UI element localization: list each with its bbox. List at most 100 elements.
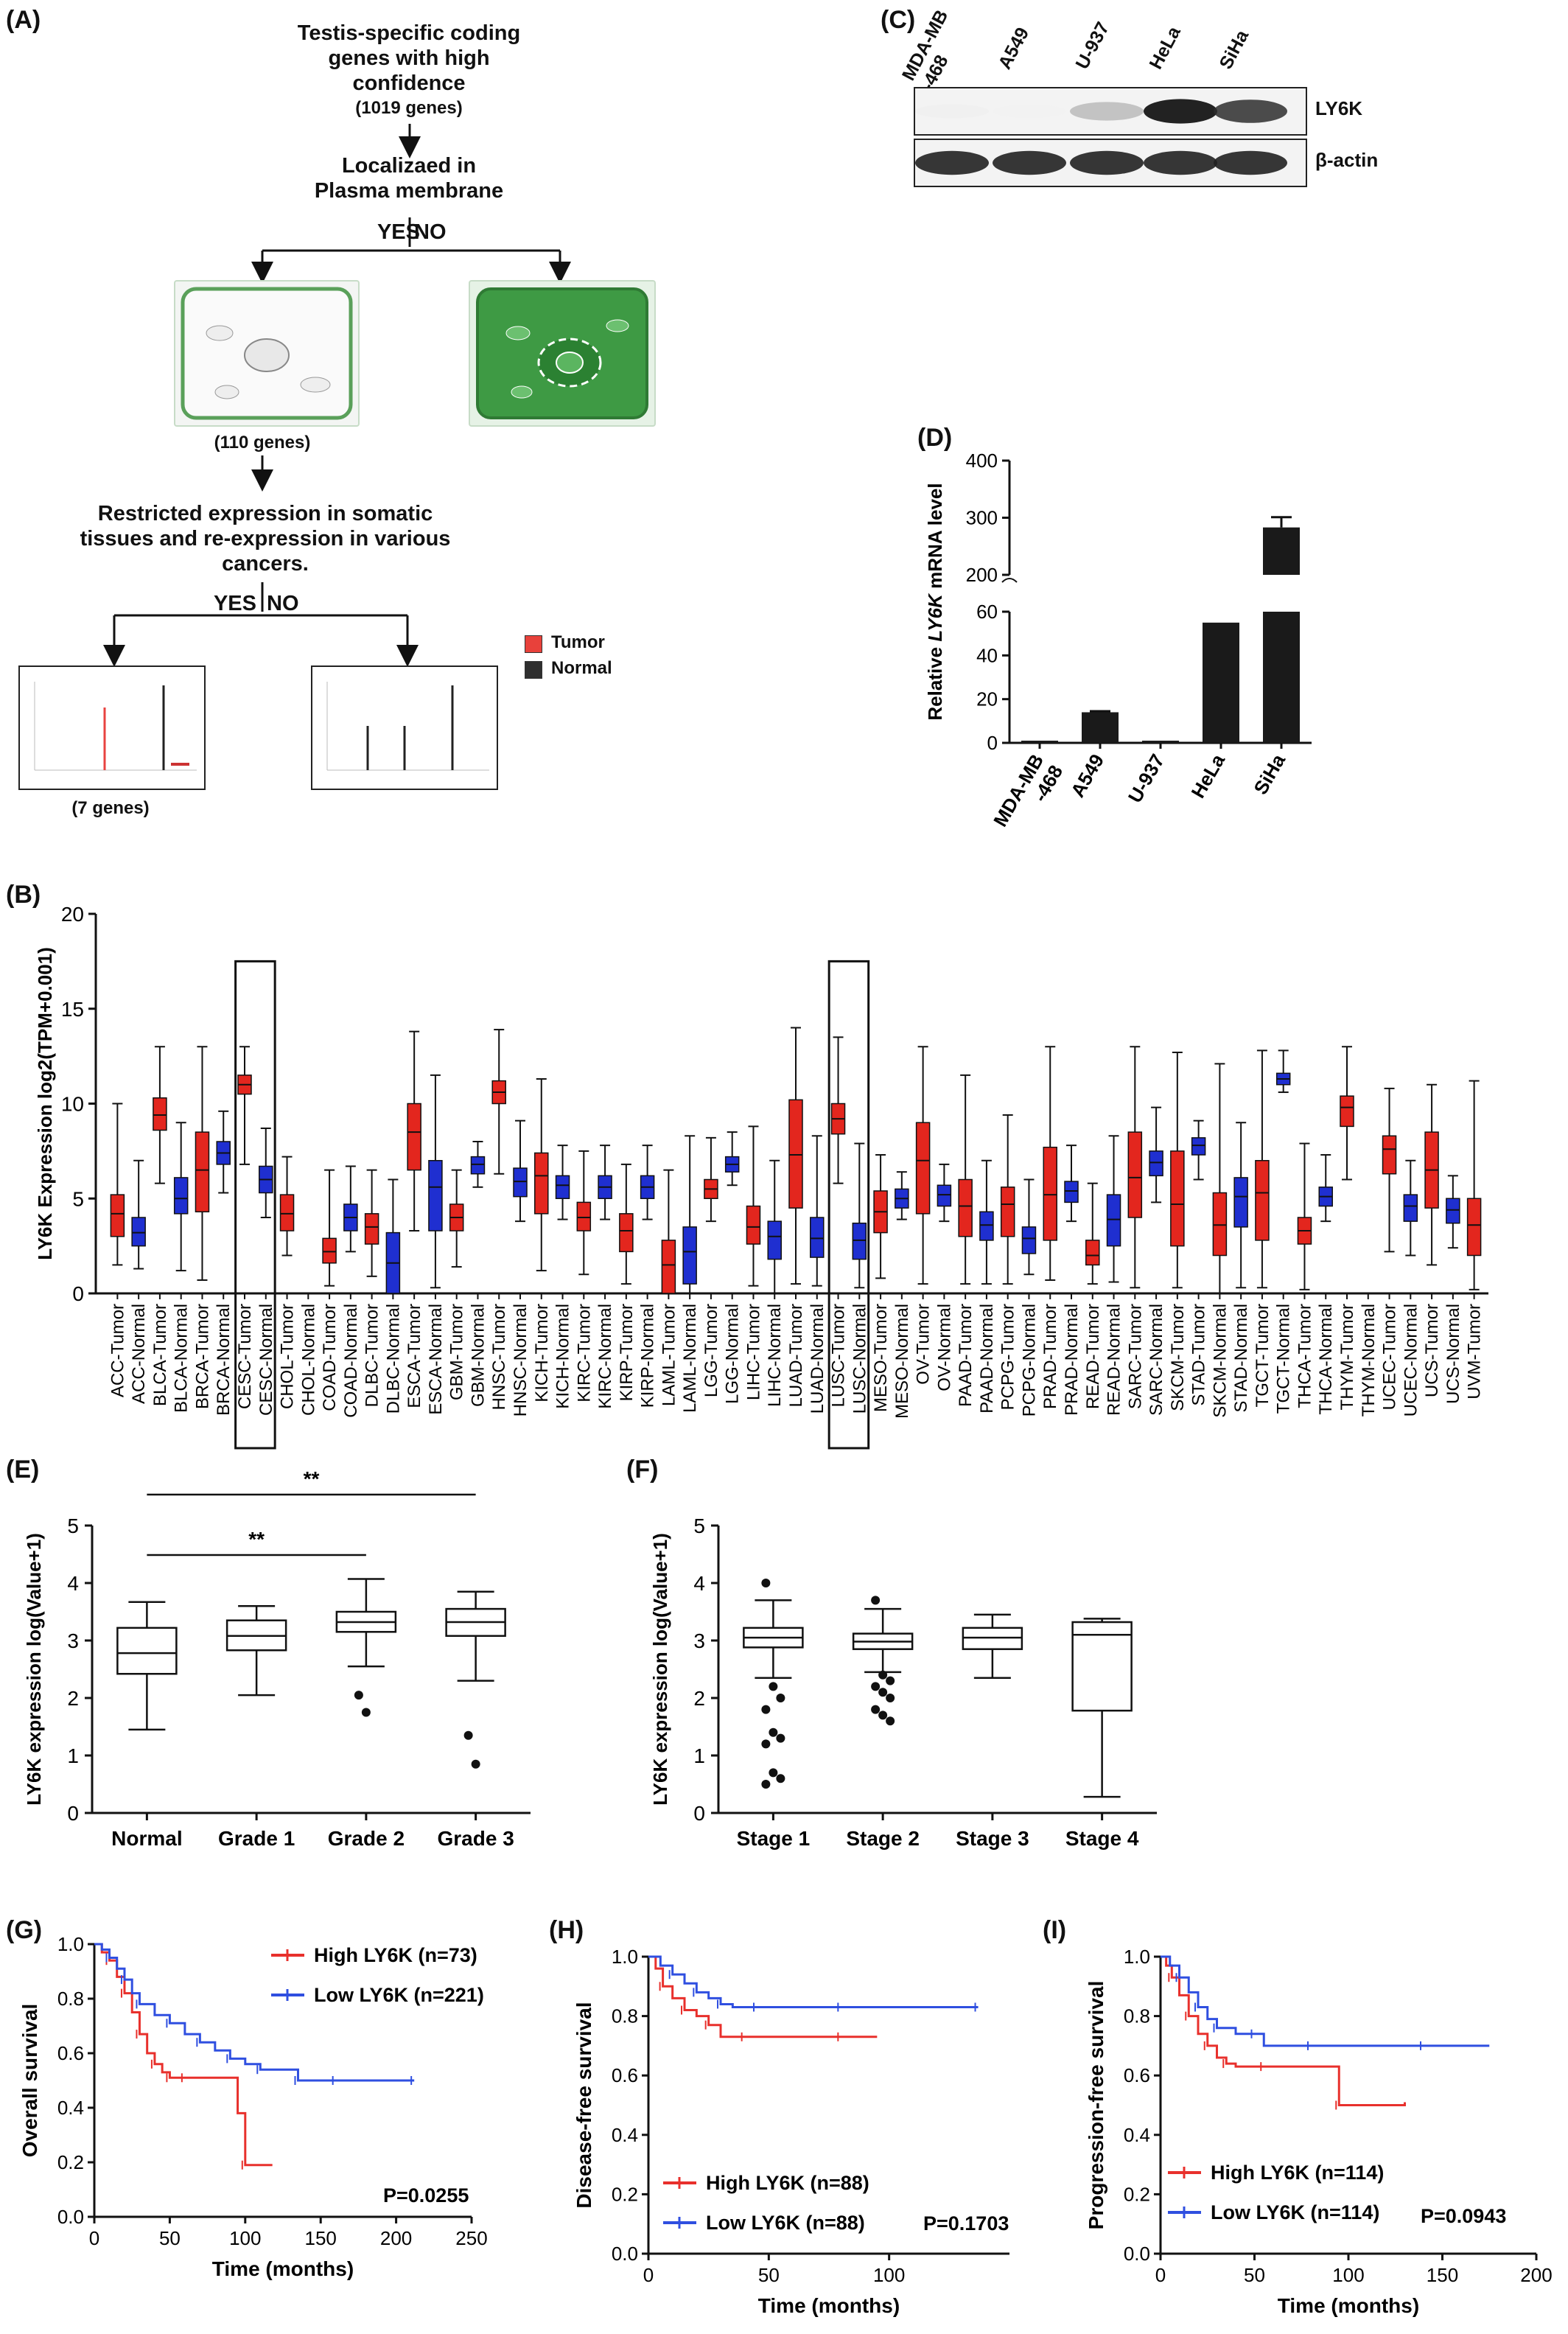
x-tick-label: Grade 2: [328, 1827, 405, 1850]
y-tick-label: 0.2: [57, 2151, 84, 2173]
x-tick-label: BRCA-Tumor: [192, 1304, 212, 1409]
legend-label: Low LY6K (n=114): [1211, 2201, 1379, 2223]
mini-chart-yes-svg: [34, 682, 197, 771]
cell-intracellular-diagram: [469, 280, 656, 427]
y-tick-label: 0.6: [57, 2042, 84, 2064]
y-tick-label: 40: [976, 644, 998, 666]
box: [1191, 1137, 1206, 1156]
x-tick-label: DLBC-Tumor: [363, 1304, 382, 1407]
survival-curve: [648, 1955, 979, 2009]
outlier-point: [776, 1733, 785, 1743]
flow-yes-1: YES: [377, 220, 420, 244]
mini-chart-yes: [18, 665, 206, 790]
x-tick-label: CESC-Normal: [256, 1304, 276, 1416]
x-tick-label: PCPG-Tumor: [998, 1304, 1018, 1410]
box: [116, 1627, 178, 1675]
box: [1071, 1621, 1133, 1712]
x-tick-label: SiHa: [1249, 750, 1289, 799]
outlier-point: [871, 1705, 881, 1714]
outlier-point: [769, 1682, 778, 1691]
y-tick-label: 0.4: [57, 2097, 84, 2119]
x-tick-label: MESO-Tumor: [871, 1304, 891, 1412]
panel-label-c: (C): [881, 6, 916, 34]
legend-label: Low LY6K (n=221): [314, 1984, 484, 2006]
outlier-point: [776, 1774, 785, 1783]
x-tick-label: LGG-Tumor: [701, 1304, 721, 1397]
x-axis-label: Time (months): [1278, 2294, 1419, 2317]
box: [322, 1237, 337, 1264]
x-tick-label: KIRC-Tumor: [574, 1304, 594, 1402]
box: [555, 1175, 570, 1200]
box: [767, 1220, 782, 1260]
y-tick-label: 4: [67, 1572, 79, 1595]
y-tick-label: 0.4: [612, 2124, 638, 2146]
bar: [1263, 612, 1300, 743]
y-tick-label: 1.0: [1124, 1946, 1150, 1968]
bar: [1082, 712, 1119, 743]
outlier-point: [354, 1691, 363, 1700]
panel-label-a: (A): [6, 6, 41, 34]
survival-curve: [648, 1955, 878, 2038]
outlier-point: [463, 1730, 473, 1740]
x-tick-label: HNSC-Normal: [511, 1304, 531, 1416]
x-tick-label: CESC-Tumor: [235, 1304, 255, 1409]
box: [173, 1177, 189, 1215]
panel-label-e: (E): [6, 1456, 40, 1484]
bar: [1263, 527, 1300, 575]
x-tick-label: THYM-Normal: [1359, 1304, 1379, 1416]
highlight-box: [827, 960, 870, 1450]
outlier-point: [878, 1711, 888, 1720]
survival-curve: [1161, 1955, 1490, 2047]
box: [1127, 1131, 1143, 1218]
x-tick-label: UCS-Tumor: [1422, 1304, 1442, 1397]
box: [534, 1152, 549, 1215]
x-tick-label: LUSC-Normal: [850, 1304, 869, 1414]
chart-f-stage-boxplot: 0 1 2 3 4 5 LY6K expression log(Value+1) Stage …: [649, 1514, 1157, 1850]
box: [1043, 1146, 1057, 1241]
outlier-point: [878, 1688, 888, 1697]
x-tick-label: BLCA-Normal: [172, 1304, 192, 1413]
outlier-point: [761, 1705, 771, 1714]
y-tick-label: 3: [67, 1629, 79, 1652]
box: [279, 1194, 295, 1231]
outlier-point: [769, 1768, 778, 1778]
y-axis-label: LY6K expression log(Value+1): [649, 1533, 671, 1806]
box: [810, 1217, 825, 1258]
x-tick-label: LUSC-Tumor: [829, 1304, 849, 1407]
y-tick-label: 0: [67, 1802, 79, 1825]
x-tick-label: UVM-Tumor: [1465, 1304, 1485, 1400]
flow-step2-line2: Plasma membrane: [314, 179, 504, 203]
legend-label: Low LY6K (n=88): [706, 2212, 865, 2234]
blot-band: [915, 150, 989, 175]
x-tick-label: BRCA-Normal: [214, 1304, 234, 1416]
x-tick-label: KIRC-Normal: [595, 1304, 615, 1409]
x-tick-label: UCS-Normal: [1443, 1304, 1463, 1404]
highlight-box: [234, 960, 276, 1450]
x-tick-label: 250: [455, 2227, 487, 2249]
y-tick-label: 5: [72, 1187, 84, 1210]
blot-lane-label: SiHa: [1215, 27, 1253, 73]
x-tick-label: ACC-Normal: [129, 1304, 149, 1404]
box: [661, 1240, 676, 1294]
x-tick-label: Stage 2: [846, 1827, 920, 1850]
legend-label: High LY6K (n=114): [1211, 2162, 1384, 2184]
survival-curve: [94, 1943, 273, 2167]
flow-step1: Testis-specific coding genes with high c…: [243, 21, 575, 121]
blot-lane-line1: U-937: [1071, 18, 1114, 73]
flow-no-2: NO: [267, 592, 299, 615]
x-tick-label: GBM-Tumor: [447, 1304, 467, 1400]
blot-band: [1144, 150, 1217, 175]
legend-tumor-label: Tumor: [551, 632, 605, 652]
flow-yes-2: YES: [213, 592, 256, 615]
x-tick-label: OV-Normal: [934, 1304, 954, 1391]
flow-step1-line1: Testis-specific coding: [297, 21, 521, 45]
x-tick-label: DLBC-Normal: [383, 1304, 403, 1414]
box: [1233, 1177, 1248, 1228]
y-tick-label: 0.8: [1124, 2005, 1150, 2027]
significance-label: **: [248, 1528, 265, 1551]
x-tick-label: Normal: [111, 1827, 182, 1850]
x-tick-label: LAML-Tumor: [659, 1304, 679, 1406]
blot-band: [1214, 150, 1287, 175]
box: [1170, 1150, 1185, 1247]
blot-label-ly6k: LY6K: [1315, 97, 1363, 119]
